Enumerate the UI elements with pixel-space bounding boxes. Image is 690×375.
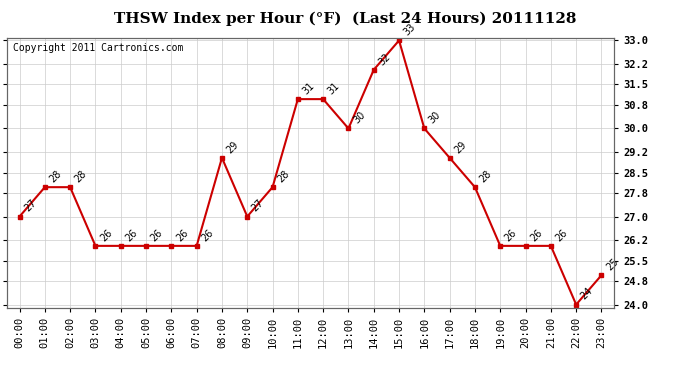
Text: 28: 28 xyxy=(48,169,63,184)
Text: 25: 25 xyxy=(604,256,620,273)
Text: 26: 26 xyxy=(149,227,165,243)
Text: THSW Index per Hour (°F)  (Last 24 Hours) 20111128: THSW Index per Hour (°F) (Last 24 Hours)… xyxy=(114,11,576,26)
Text: 31: 31 xyxy=(301,81,316,96)
Text: 27: 27 xyxy=(22,198,38,214)
Text: 26: 26 xyxy=(503,227,519,243)
Text: 26: 26 xyxy=(124,227,139,243)
Text: 28: 28 xyxy=(477,169,493,184)
Text: 29: 29 xyxy=(453,139,469,155)
Text: 26: 26 xyxy=(174,227,190,243)
Text: 33: 33 xyxy=(402,22,417,38)
Text: 26: 26 xyxy=(98,227,114,243)
Text: Copyright 2011 Cartronics.com: Copyright 2011 Cartronics.com xyxy=(13,43,184,53)
Text: 26: 26 xyxy=(529,227,544,243)
Text: 29: 29 xyxy=(225,139,241,155)
Text: 28: 28 xyxy=(275,169,291,184)
Text: 27: 27 xyxy=(250,198,266,214)
Text: 30: 30 xyxy=(351,110,367,126)
Text: 32: 32 xyxy=(377,51,393,67)
Text: 31: 31 xyxy=(326,81,342,96)
Text: 26: 26 xyxy=(553,227,569,243)
Text: 24: 24 xyxy=(579,286,595,302)
Text: 30: 30 xyxy=(427,110,443,126)
Text: 28: 28 xyxy=(73,169,89,184)
Text: 26: 26 xyxy=(199,227,215,243)
